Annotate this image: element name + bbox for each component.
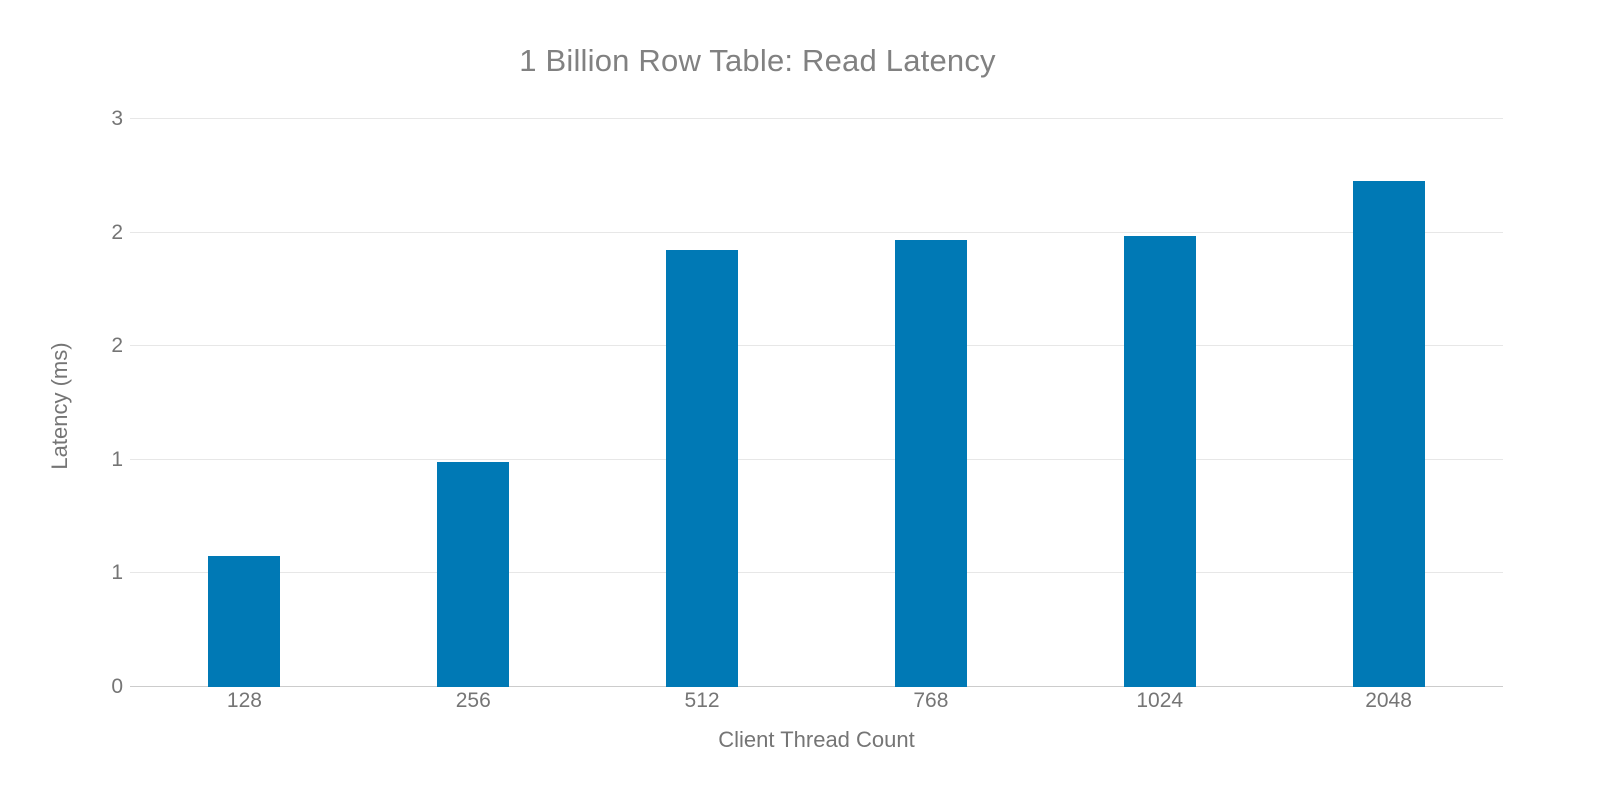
bar-512[interactable] [666,249,739,687]
y-tick-label: 1 [111,447,123,471]
bar-256[interactable] [437,461,510,687]
gridline [130,118,1503,119]
bar-slot [359,119,588,687]
x-tick-label-512: 512 [684,689,720,712]
x-tick-label-128: 128 [226,689,262,712]
x-axis-title: Client Thread Count [718,727,915,752]
bars-container [130,119,1503,687]
y-tick-label: 1 [111,561,123,585]
bar-chart: 1 Billion Row Table: Read Latency Latenc… [0,43,1503,752]
bar-slot [130,119,359,687]
plot-area [130,118,1503,687]
bar-2048[interactable] [1352,181,1425,687]
bar-slot [588,119,817,687]
chart-title: 1 Billion Row Table: Read Latency [519,43,996,78]
y-tick-label: 2 [111,220,123,244]
bar-128[interactable] [208,556,281,687]
x-tick-label-768: 768 [913,689,949,712]
bar-slot [1045,119,1274,687]
x-tick-label-2048: 2048 [1365,689,1412,712]
gridline [130,231,1503,233]
y-tick-label: 0 [111,675,123,698]
x-axis-baseline [130,686,1503,687]
bar-slot [816,119,1045,687]
y-tick-label: 3 [111,107,123,130]
y-axis-tick-labels: 0 1 1 2 2 3 [0,107,123,698]
y-tick-label: 2 [111,334,123,358]
gridline [130,458,1503,460]
x-tick-label-256: 256 [455,689,491,712]
gridline [130,572,1503,574]
x-tick-label-1024: 1024 [1136,689,1184,712]
bar-768[interactable] [894,240,967,687]
x-axis-tick-labels: 128 256 512 768 1024 2048 [130,689,1503,713]
bar-1024[interactable] [1123,236,1196,687]
gridline [130,345,1503,347]
bar-slot [1274,119,1503,687]
